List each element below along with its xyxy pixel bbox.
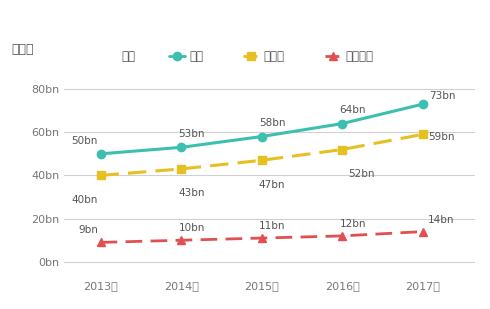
Text: 大企業: 大企業 [264,49,285,62]
Text: 2014年: 2014年 [164,281,198,291]
Text: 2015年: 2015年 [244,281,279,291]
Text: 凡例: 凡例 [122,49,136,62]
Text: 47bn: 47bn [259,180,285,190]
Text: 40bn: 40bn [72,195,98,205]
Text: 64bn: 64bn [340,105,366,115]
Text: 50bn: 50bn [72,136,98,146]
Text: 12bn: 12bn [340,219,366,229]
Text: 52bn: 52bn [348,169,374,179]
Text: 59bn: 59bn [428,132,455,142]
Text: 14bn: 14bn [428,215,455,225]
Text: 73bn: 73bn [430,91,456,101]
Text: 機額: 機額 [190,49,204,62]
Text: 9bn: 9bn [78,226,98,235]
Text: 中小企業: 中小企業 [345,49,374,62]
Text: 2013年: 2013年 [83,281,118,291]
Text: 58bn: 58bn [259,118,285,128]
Text: 53bn: 53bn [178,129,205,139]
Text: 10bn: 10bn [178,223,205,233]
Text: （円）: （円） [11,43,33,56]
Text: 2017年: 2017年 [405,281,440,291]
Text: 2016年: 2016年 [325,281,360,291]
Text: 11bn: 11bn [259,221,285,231]
Text: 43bn: 43bn [178,188,205,198]
